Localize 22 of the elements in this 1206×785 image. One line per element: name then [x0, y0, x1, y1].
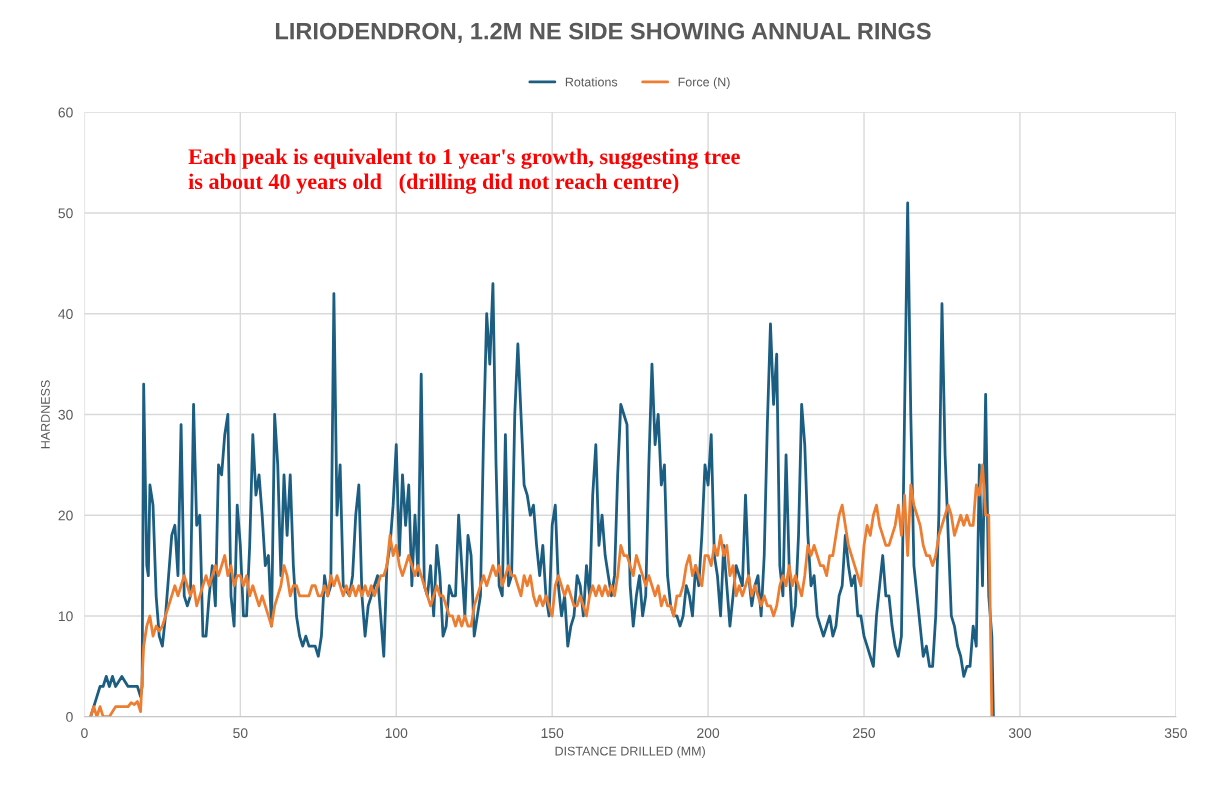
x-tick-label: 350 [1164, 728, 1187, 739]
line-series [89, 463, 994, 717]
x-tick-label: 300 [1008, 728, 1031, 739]
y-tick-label: 30 [58, 409, 73, 420]
y-tick-label: 20 [58, 510, 73, 521]
annotation: Each peak is equivalent to 1 year's growth, suggesting tree is about 40 years old (drilling did not reach centre) [188, 148, 740, 194]
y-tick-label: 0 [66, 712, 73, 722]
y-tick-label: 10 [58, 611, 73, 622]
x-axis-title: DISTANCE DRILLED (MM) [555, 746, 705, 758]
chart-title: LIRIODENDRON, 1.2M NE SIDE SHOWING ANNUAL RINGS [275, 22, 931, 43]
legend-label: Force (N) [678, 77, 730, 89]
y-tick-label: 50 [58, 208, 73, 219]
y-tick-label: 40 [58, 309, 73, 319]
y-axis-title: HARDNESS [40, 380, 50, 449]
legend-label: Rotations [565, 77, 618, 87]
x-tick-label: 100 [385, 728, 408, 739]
y-tick-label: 60 [58, 107, 73, 118]
x-tick-label: 50 [233, 728, 248, 739]
x-tick-label: 250 [853, 728, 876, 739]
x-tick-label: 200 [697, 728, 720, 739]
x-tick-label: 150 [541, 728, 564, 739]
x-tick-label: 0 [81, 728, 88, 739]
